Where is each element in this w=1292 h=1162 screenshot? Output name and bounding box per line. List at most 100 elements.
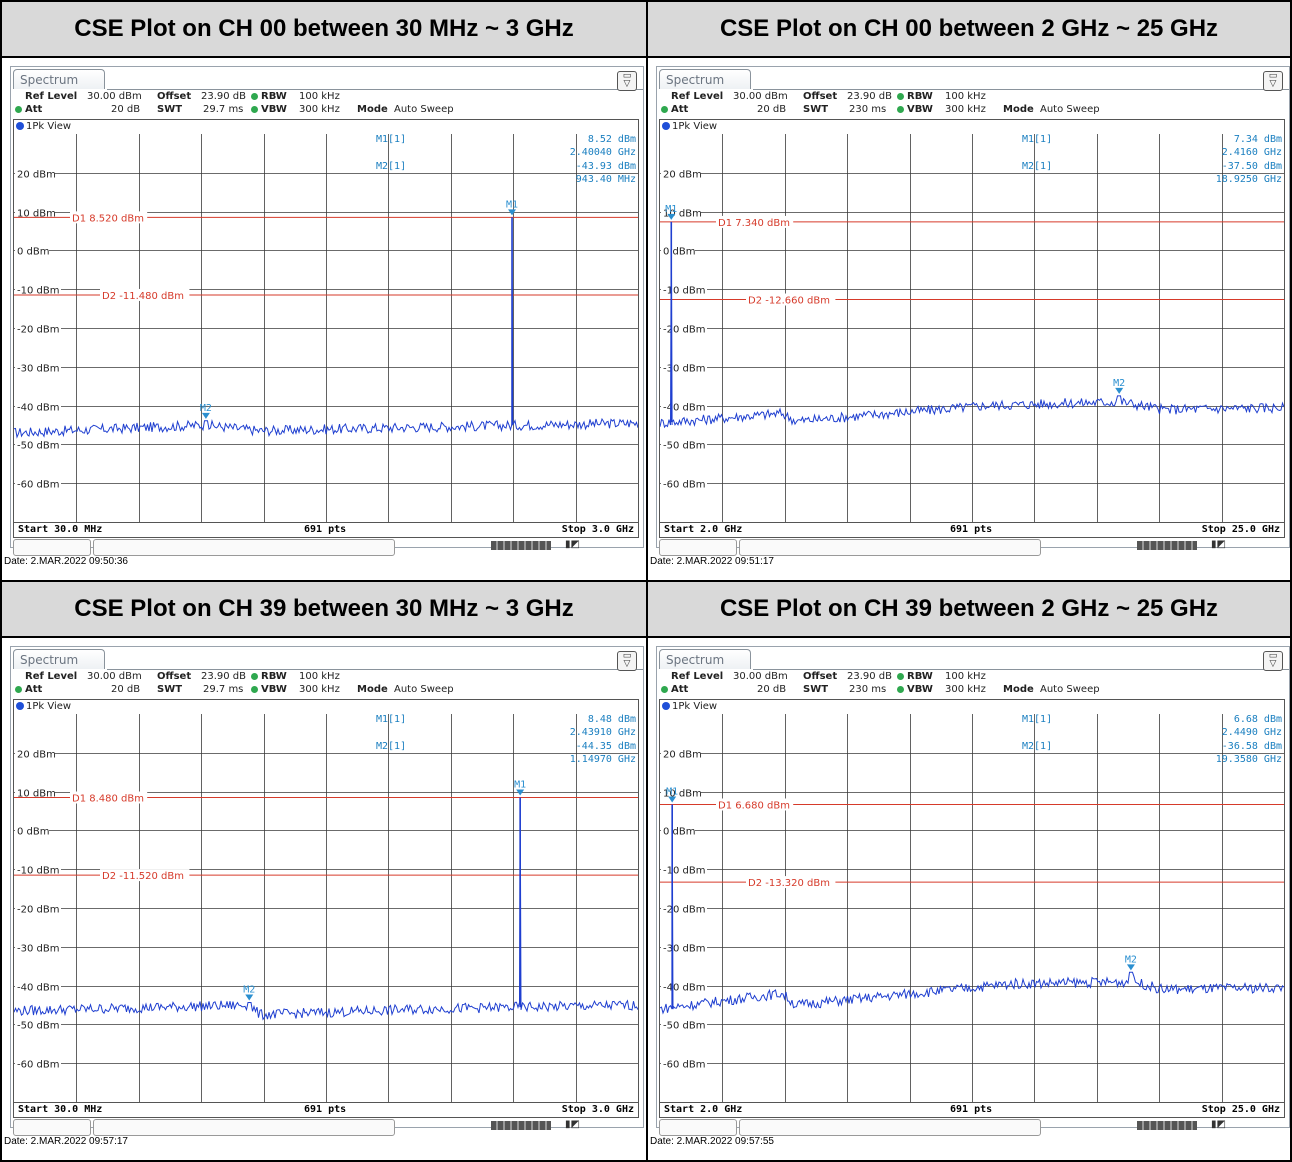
menu-icon[interactable]: ▭ ▽ [617, 651, 637, 671]
view-label-text: 1Pk View [672, 121, 718, 132]
marker-m2-frequency: 943.40 MHz [576, 174, 636, 185]
marker-m2-icon [1126, 964, 1135, 971]
tab-divider [107, 669, 643, 670]
measurement-settings: Ref Level 30.00 dBm Att 20 dB Offset 23.… [657, 89, 1289, 119]
tick-label-bg [15, 902, 61, 915]
y-tick-label: -40 dBm [663, 983, 705, 994]
vbw-value: 300 kHz [945, 104, 986, 115]
ref-level-label: Ref Level [671, 671, 724, 682]
vbw-label: VBW [261, 104, 287, 115]
menu-icon[interactable]: ▭ ▽ [617, 71, 637, 91]
plot-body: Spectrum ▭ ▽ Ref Level 30.00 dBm Att 20 d… [2, 638, 646, 1160]
tick-label-bg [661, 322, 707, 335]
marker-m2-label: M2 [1113, 378, 1125, 389]
menu-icon[interactable]: ▭ ▽ [1263, 651, 1283, 671]
tab-spectrum[interactable]: Spectrum [659, 649, 751, 669]
marker-m1-level: 8.48 dBm [588, 714, 636, 725]
att-value: 20 dB [757, 104, 787, 115]
att-label: Att [671, 684, 689, 695]
offset-label: Offset [803, 91, 838, 102]
spectrum-plot: 20 dBm 10 dBm 0 dBm -10 dBm -20 dBm -30 dBm -4… [659, 119, 1285, 523]
rbw-indicator-icon [251, 672, 258, 680]
y-tick-label: 10 dBm [663, 209, 702, 220]
date-stamp: Date: 2.MAR.2022 09:50:36 [4, 556, 128, 567]
rbw-indicator-icon [251, 92, 258, 100]
limit-label-bg [716, 798, 794, 811]
menu-icon[interactable]: ▭ ▽ [1263, 71, 1283, 91]
sweep-status-icon: ▮◩ [1211, 1119, 1226, 1130]
stop-frequency: Stop 3.0 GHz [561, 524, 634, 535]
marker-m1-label: M1 [665, 204, 677, 215]
start-frequency: Start 30.0 MHz [18, 524, 103, 535]
y-tick-label: 0 dBm [663, 827, 696, 838]
swt-value: 29.7 ms [203, 684, 244, 695]
spectrum-screenshot: Spectrum ▭ ▽ Ref Level 30.00 dBm Att 20 d… [10, 66, 644, 556]
sweep-footer: Start 2.0 GHz 691 pts Stop 25.0 GHz [659, 1103, 1285, 1118]
ref-level-value: 30.00 dBm [87, 91, 142, 102]
limit-label-bg [746, 876, 836, 889]
tick-label-bg [15, 206, 55, 219]
y-tick-label: -30 dBm [663, 364, 705, 375]
limit-label-d1: D1 8.480 dBm [72, 793, 144, 804]
stop-frequency: Stop 25.0 GHz [1201, 524, 1280, 535]
tick-label-bg [15, 824, 49, 837]
start-frequency: Start 2.0 GHz [664, 1104, 743, 1115]
tab-spectrum[interactable]: Spectrum [13, 649, 105, 669]
att-label: Att [25, 684, 43, 695]
vbw-indicator-icon [251, 685, 258, 693]
att-indicator-icon [661, 105, 668, 113]
limit-label-bg [746, 293, 836, 306]
rbw-label: RBW [261, 91, 287, 102]
view-label-text: 1Pk View [672, 701, 718, 712]
start-frequency: Start 2.0 GHz [664, 524, 743, 535]
marker-m1-icon [508, 209, 517, 216]
swt-label: SWT [157, 684, 183, 695]
limit-label-bg [100, 288, 190, 301]
progress-bar [491, 541, 551, 550]
tick-label-bg [15, 786, 55, 799]
marker-m2-label: M2 [1125, 954, 1137, 965]
sweep-status-icon: ▮◩ [565, 539, 580, 550]
y-tick-label: -20 dBm [17, 325, 59, 336]
plot-cell-4: CSE Plot on CH 39 between 2 GHz ~ 25 GHz… [648, 582, 1292, 1162]
y-tick-label: 0 dBm [17, 827, 50, 838]
ref-level-label: Ref Level [671, 91, 724, 102]
marker-m1-level: 8.52 dBm [588, 134, 636, 145]
vbw-indicator-icon [251, 105, 258, 113]
mode-value: Auto Sweep [1040, 684, 1100, 695]
y-tick-label: -60 dBm [663, 1060, 705, 1071]
progress-bar [1137, 541, 1197, 550]
status-message-field [739, 539, 1041, 556]
spectrum-screenshot: Spectrum ▭ ▽ Ref Level 30.00 dBm Att 20 d… [656, 66, 1290, 556]
trace-indicator-icon [662, 122, 670, 130]
offset-value: 23.90 dB [847, 91, 893, 102]
y-tick-label: -10 dBm [663, 866, 705, 877]
progress-bar [1137, 1121, 1197, 1130]
date-stamp: Date: 2.MAR.2022 09:51:17 [650, 556, 774, 567]
rbw-label: RBW [907, 91, 933, 102]
limit-label-d2: D2 -12.660 dBm [748, 296, 830, 307]
y-tick-label: -30 dBm [17, 944, 59, 955]
marker-m1-label: M1 [506, 199, 518, 210]
marker-m1-readout-label: M1[1] [376, 714, 406, 725]
tick-label-bg [661, 361, 707, 374]
view-label: 1Pk View [16, 121, 71, 132]
spectrum-trace [660, 804, 1284, 1015]
swt-value: 230 ms [849, 104, 887, 115]
marker-m1-readout-label: M1[1] [1022, 134, 1052, 145]
tick-label-bg [15, 400, 61, 413]
spectrum-screenshot: Spectrum ▭ ▽ Ref Level 30.00 dBm Att 20 d… [10, 646, 644, 1136]
rbw-label: RBW [261, 671, 287, 682]
plot-body: Spectrum ▭ ▽ Ref Level 30.00 dBm Att 20 d… [2, 58, 646, 580]
y-tick-label: 20 dBm [17, 750, 56, 761]
plot-body: Spectrum ▭ ▽ Ref Level 30.00 dBm Att 20 d… [648, 58, 1290, 580]
swt-label: SWT [157, 104, 183, 115]
marker-m1-frequency: 2.40040 GHz [570, 147, 636, 158]
mode-label: Mode [357, 684, 388, 695]
status-bar: ▮◩ [659, 1119, 1285, 1137]
tab-spectrum[interactable]: Spectrum [659, 69, 751, 89]
rbw-indicator-icon [897, 92, 904, 100]
start-frequency: Start 30.0 MHz [18, 1104, 103, 1115]
limit-label-d1: D1 8.520 dBm [72, 213, 144, 224]
tab-spectrum[interactable]: Spectrum [13, 69, 105, 89]
